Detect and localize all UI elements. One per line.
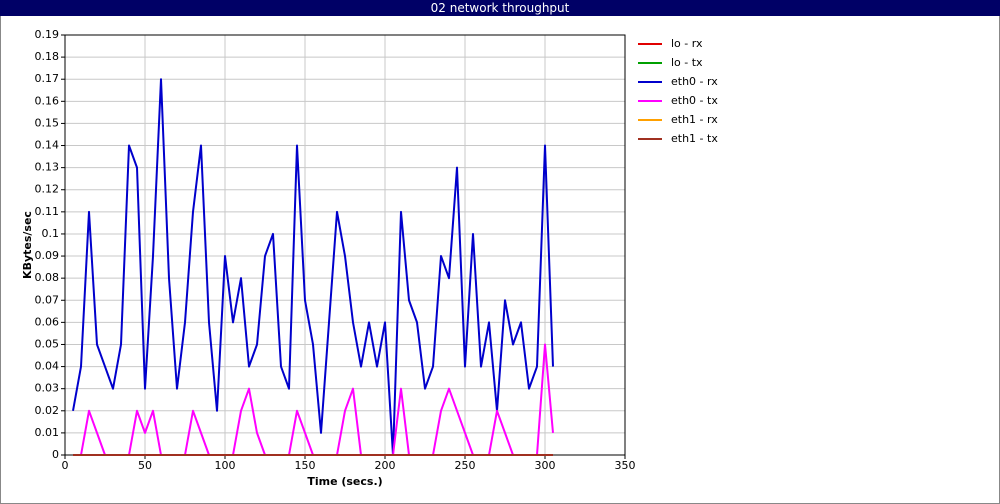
y-tick-label: 0 — [52, 448, 59, 461]
y-tick-label: 0.09 — [35, 249, 60, 262]
y-tick-label: 0.1 — [42, 227, 60, 240]
x-axis-label: Time (secs.) — [307, 475, 382, 488]
y-tick-label: 0.11 — [35, 205, 60, 218]
x-tick-label: 0 — [62, 459, 69, 472]
legend-label: eth0 - tx — [671, 94, 718, 107]
y-tick-label: 0.16 — [35, 94, 60, 107]
y-axis-label: KBytes/sec — [21, 211, 34, 279]
y-tick-label: 0.07 — [35, 293, 60, 306]
y-tick-label: 0.01 — [35, 426, 60, 439]
y-tick-label: 0.18 — [35, 50, 60, 63]
x-tick-label: 350 — [615, 459, 636, 472]
legend-label: lo - tx — [671, 56, 703, 69]
y-tick-label: 0.02 — [35, 404, 60, 417]
legend-label: lo - rx — [671, 37, 703, 50]
x-tick-label: 150 — [295, 459, 316, 472]
legend-label: eth1 - tx — [671, 132, 718, 145]
x-tick-label: 100 — [215, 459, 236, 472]
chart-title: 02 network throughput — [431, 1, 570, 15]
y-tick-label: 0.03 — [35, 382, 60, 395]
y-tick-label: 0.12 — [35, 183, 60, 196]
series-line — [72, 78, 554, 456]
y-tick-label: 0.15 — [35, 116, 60, 129]
y-tick-label: 0.19 — [35, 28, 60, 41]
x-tick-label: 50 — [138, 459, 152, 472]
y-tick-label: 0.14 — [35, 139, 60, 152]
x-tick-label: 250 — [455, 459, 476, 472]
x-tick-label: 200 — [375, 459, 396, 472]
y-tick-label: 0.13 — [35, 161, 60, 174]
y-tick-label: 0.05 — [35, 337, 60, 350]
title-bar — [0, 0, 1000, 16]
legend-label: eth0 - rx — [671, 75, 718, 88]
y-tick-label: 0.06 — [35, 315, 60, 328]
legend-label: eth1 - rx — [671, 113, 718, 126]
y-tick-label: 0.08 — [35, 271, 60, 284]
x-tick-label: 300 — [535, 459, 556, 472]
y-tick-label: 0.04 — [35, 360, 60, 373]
y-tick-label: 0.17 — [35, 72, 60, 85]
